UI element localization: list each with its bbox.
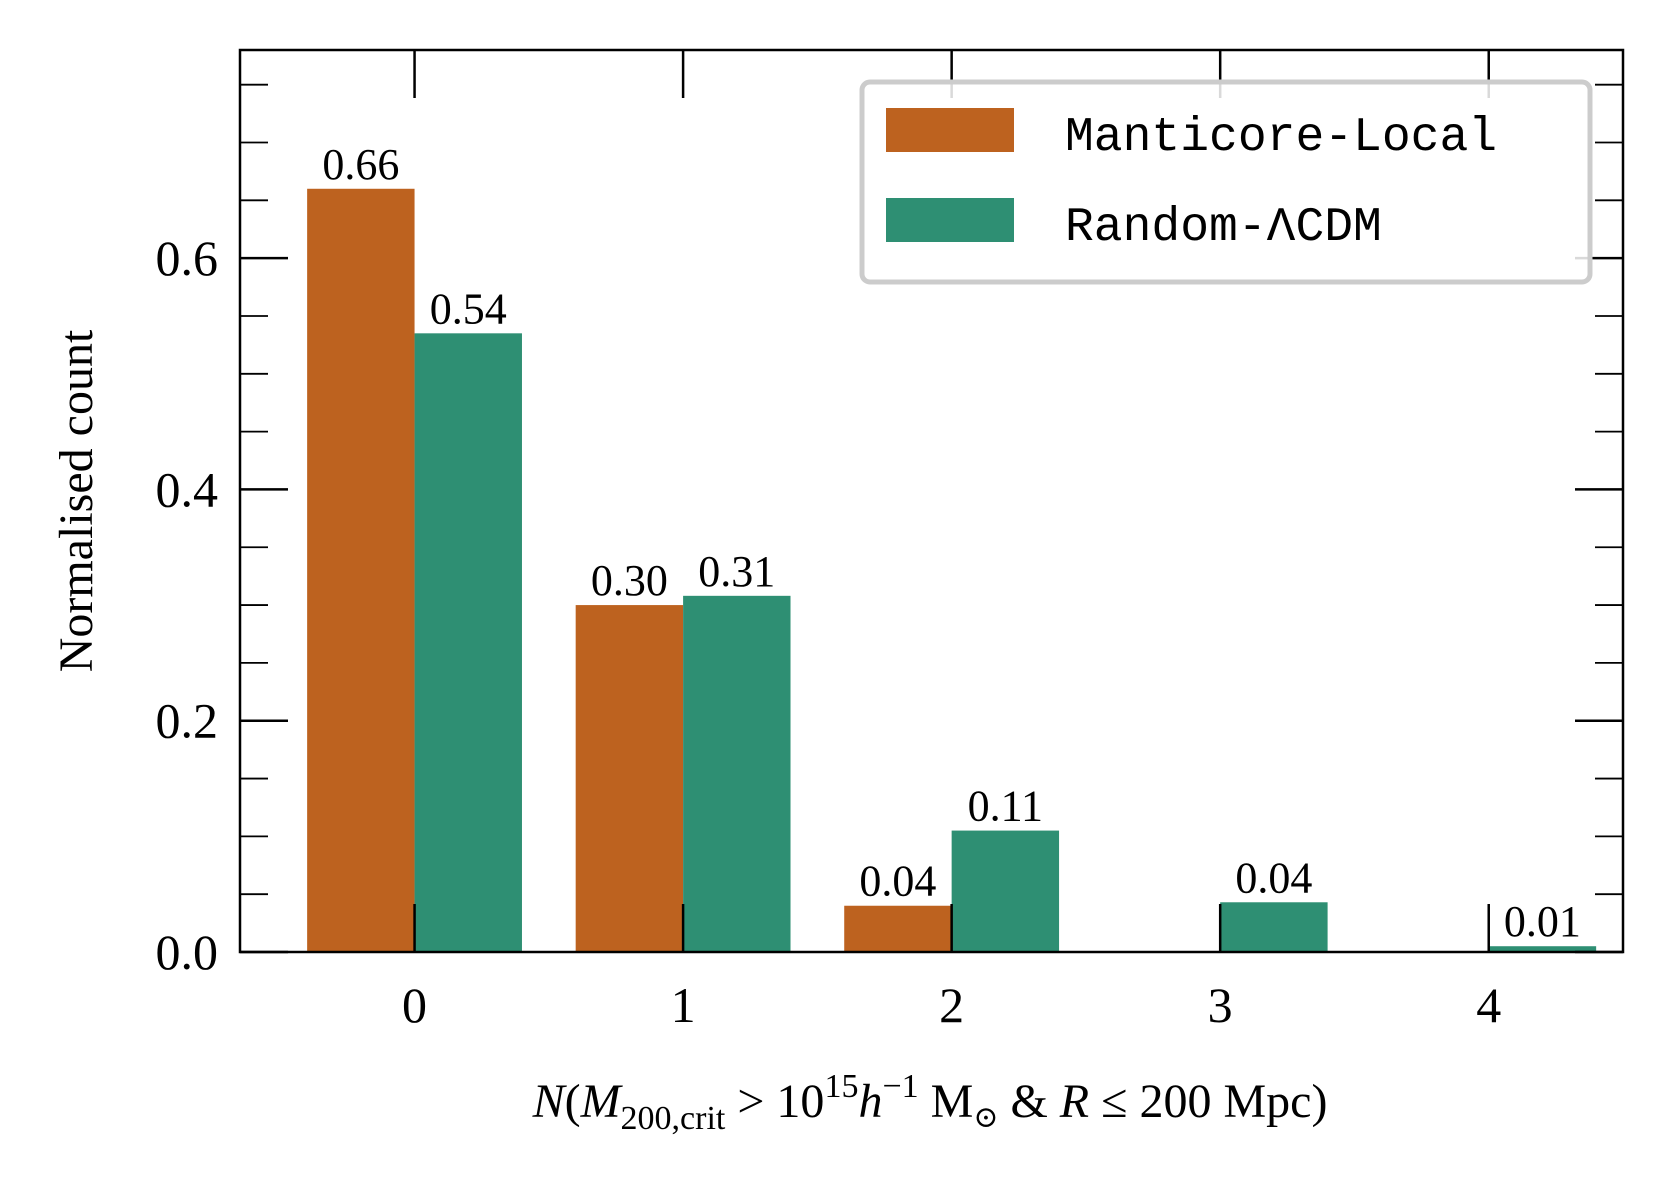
bar-label-manticore-0: 0.66 xyxy=(322,140,399,189)
bar-random-0 xyxy=(414,333,522,952)
legend-swatch-random xyxy=(886,198,1014,242)
x-label-m-sub: 200,crit xyxy=(621,1100,726,1137)
bar-label-random-0: 0.54 xyxy=(430,284,507,333)
bar-random-2 xyxy=(951,830,1060,952)
x-label-h-exp: −1 xyxy=(882,1068,918,1105)
x-tick-label-2: 2 xyxy=(939,977,964,1033)
y-tick-label-3: 0.6 xyxy=(156,230,219,286)
x-axis-label: N(M200,crit > 1015h−1 M⊙ & R ≤ 200 Mpc) xyxy=(532,1068,1328,1137)
bar-label-manticore-2: 0.04 xyxy=(859,857,936,906)
legend-label-manticore: Manticore-Local xyxy=(1065,111,1497,165)
x-label-m: M xyxy=(580,1075,624,1128)
bar-manticore-0 xyxy=(307,188,415,952)
legend-label-random: Random-ΛCDM xyxy=(1065,201,1382,255)
plot-frame xyxy=(238,48,1625,954)
x-tick-label-4: 4 xyxy=(1476,977,1501,1033)
x-label-gt: > 10 xyxy=(725,1075,824,1128)
bar-labels-group: 0.66 0.30 0.04 0.54 0.31 0.11 0.04 0.01 xyxy=(322,140,1581,946)
y-tick-label-1: 0.2 xyxy=(156,693,219,749)
legend: Manticore-Local Random-ΛCDM xyxy=(859,79,1593,285)
x-label-h: h xyxy=(858,1075,882,1128)
x-label-exp: 15 xyxy=(824,1068,858,1105)
tick-labels-group: 0.0 0.2 0.4 0.6 0 1 2 3 4 xyxy=(156,230,1502,1033)
bar-label-random-2: 0.11 xyxy=(968,782,1043,831)
y-tick-label-2: 0.4 xyxy=(156,461,219,517)
y-axis-label: Normalised count xyxy=(50,329,103,672)
x-tick-label-0: 0 xyxy=(402,977,427,1033)
legend-box xyxy=(859,79,1593,285)
legend-swatch-manticore xyxy=(886,108,1014,152)
x-label-open: ( xyxy=(565,1075,581,1128)
bar-label-random-4: 0.01 xyxy=(1504,897,1581,946)
x-label-r: R xyxy=(1059,1075,1089,1128)
x-label-msun: M xyxy=(919,1075,974,1128)
bar-manticore-1 xyxy=(575,605,684,952)
bar-random-4 xyxy=(1488,946,1597,952)
bar-random-1 xyxy=(683,595,791,952)
x-label-rest: ≤ 200 Mpc) xyxy=(1089,1075,1327,1128)
x-tick-label-3: 3 xyxy=(1208,977,1233,1033)
bar-label-manticore-1: 0.30 xyxy=(591,556,668,605)
bar-label-random-1: 0.31 xyxy=(698,547,775,596)
bars-group xyxy=(307,188,1597,952)
bar-manticore-2 xyxy=(844,905,952,952)
x-tick-label-1: 1 xyxy=(671,977,696,1033)
bar-label-random-3: 0.04 xyxy=(1235,853,1312,902)
x-label-sun-sub: ⊙ xyxy=(973,1101,998,1134)
bar-random-3 xyxy=(1220,902,1328,952)
x-label-amp: & xyxy=(998,1075,1059,1128)
x-label-n: N xyxy=(532,1075,568,1128)
y-tick-label-0: 0.0 xyxy=(156,924,219,980)
